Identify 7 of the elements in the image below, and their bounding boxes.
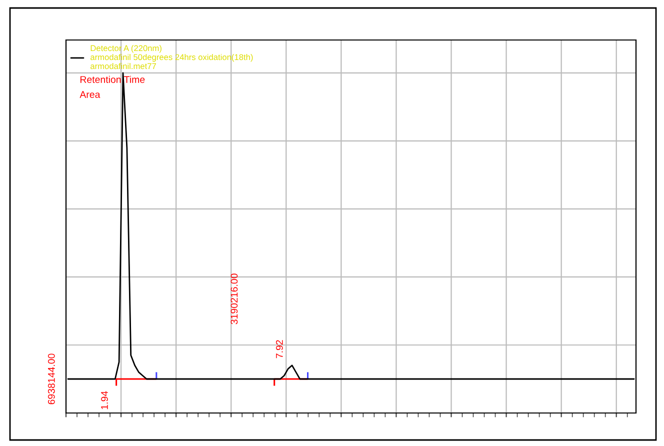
text: 6938144.00 (48, 354, 55, 404)
legend-label: Detector A (220nm) armodafinil 50degrees 24hrs oxidation(18th) armodafinil.met77 (90, 45, 253, 70)
annotation: 7.92 (276, 340, 283, 358)
annotation: 1.94 (101, 391, 108, 410)
annotation: 3190216.00 (230, 274, 238, 324)
annotation: Area (80, 91, 100, 98)
annotation: Retention Time (80, 76, 145, 83)
